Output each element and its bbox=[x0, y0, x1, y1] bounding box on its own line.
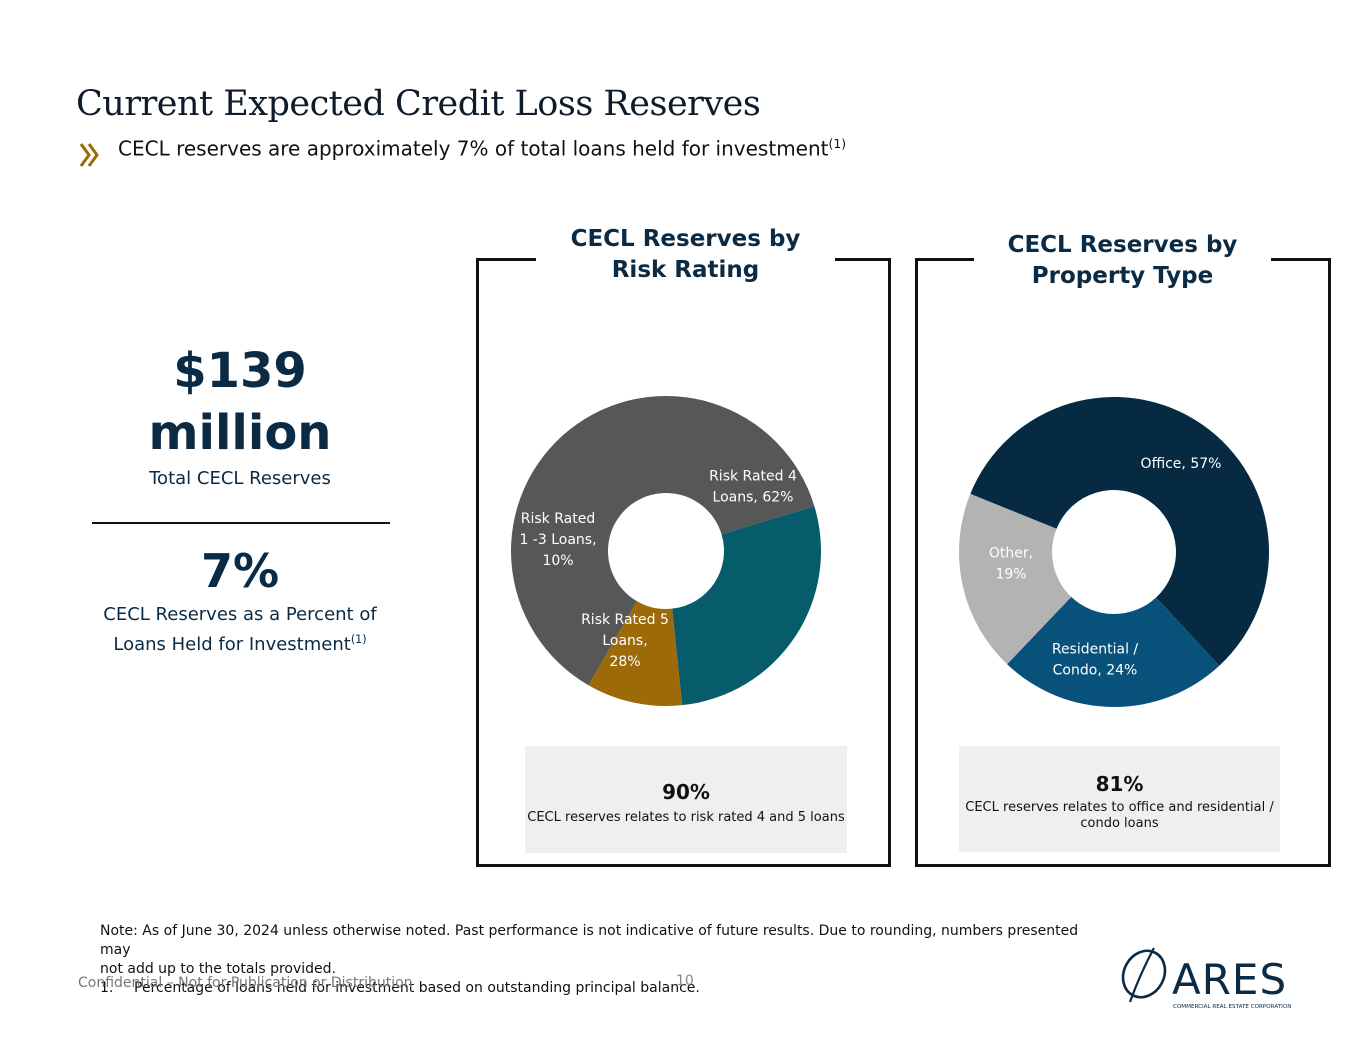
property-type-title-line2: Property Type bbox=[1031, 263, 1214, 289]
logo-wordmark: ARES bbox=[1172, 955, 1287, 1004]
risk-rating-title-line1: CECL Reserves by bbox=[570, 226, 801, 252]
total-reserves-amount: $139 bbox=[173, 343, 307, 399]
subtitle-footnote-ref: (1) bbox=[828, 136, 847, 151]
data-label-office: Office, 57% bbox=[1141, 456, 1222, 472]
footnote: Note: As of June 30, 2024 unless otherwi… bbox=[100, 922, 1110, 998]
data-label-residential-condo: Residential / Condo, 24% bbox=[1052, 642, 1139, 679]
subtitle: CECL reserves are approximately 7% of to… bbox=[118, 136, 846, 161]
reserves-percent-label-text: Loans Held for Investment bbox=[113, 634, 351, 655]
risk-rating-donut-chart: Risk Rated 4 Loans, 62% Risk Rated 5 Loans,… bbox=[511, 396, 821, 706]
ares-logo: ARES COMMERCIAL REAL ESTATE CORPORATION bbox=[1121, 947, 1291, 1010]
reserves-percent-footnote-ref: (1) bbox=[350, 633, 367, 646]
page-title: Current Expected Credit Loss Reserves bbox=[76, 84, 761, 124]
risk-rating-note: 90% CECL reserves relates to risk rated … bbox=[525, 746, 847, 853]
footnote-item-number: 1. bbox=[100, 980, 114, 996]
reserves-percent-label-line2: Loans Held for Investment(1) bbox=[90, 627, 390, 657]
reserves-percent-value: 7% bbox=[200, 544, 280, 598]
kpi-divider bbox=[92, 522, 390, 524]
total-reserves-label: Total CECL Reserves bbox=[149, 468, 331, 489]
donut-slice-residential-condo bbox=[1007, 596, 1220, 707]
data-label-risk-rated-1-3-loans: Risk Rated 1 -3 Loans, 10% bbox=[519, 511, 596, 569]
donut-slice-other bbox=[959, 493, 1072, 665]
data-label-risk-rated-5-loans: Risk Rated 5 Loans, 28% bbox=[581, 612, 669, 670]
property-type-donut-chart: Office, 57% Residential / Condo, 24% Other,… bbox=[959, 396, 1269, 707]
subtitle-text: CECL reserves are approximately 7% of to… bbox=[118, 136, 829, 161]
donut-slice-risk-rated-1-3-loans bbox=[588, 601, 683, 706]
property-type-panel-title-gap bbox=[974, 250, 1271, 266]
footnote-item: 1. Percentage of loans held for investmen… bbox=[100, 979, 1110, 998]
property-type-note: 81% CECL reserves relates to office and … bbox=[959, 746, 1280, 852]
reserves-percent-label: CECL Reserves as a Percent of Loans Held… bbox=[90, 602, 390, 657]
confidentiality-notice: Confidential – Not for Publication or Di… bbox=[78, 975, 413, 991]
risk-rating-panel-title-gap bbox=[536, 250, 835, 266]
risk-rating-note-text: CECL reserves relates to risk rated 4 an… bbox=[527, 810, 845, 825]
property-type-note-text-line1: CECL reserves relates to office and resi… bbox=[965, 800, 1274, 815]
donut-slice-risk-rated-5-loans bbox=[672, 506, 821, 706]
total-reserves-unit: million bbox=[148, 405, 332, 461]
logo-tagline: COMMERCIAL REAL ESTATE CORPORATION bbox=[1173, 1004, 1291, 1010]
risk-rating-note-value: 90% bbox=[662, 780, 710, 804]
property-type-note-text: CECL reserves relates to office and resi… bbox=[959, 800, 1280, 832]
reserves-percent-label-line1: CECL Reserves as a Percent of bbox=[103, 604, 377, 625]
property-type-title-line1: CECL Reserves by bbox=[1007, 232, 1238, 258]
double-chevron-icon bbox=[79, 143, 99, 167]
total-reserves-value: $139 million bbox=[90, 340, 390, 464]
footnote-line2: not add up to the totals provided. bbox=[100, 961, 336, 977]
donut-slice-risk-rated-4-loans bbox=[511, 396, 815, 686]
property-type-note-text-line2: condo loans bbox=[1080, 816, 1159, 831]
risk-rating-chart-title: CECL Reserves by Risk Rating bbox=[536, 224, 835, 286]
page-number: 10 bbox=[676, 973, 694, 989]
footnote-item-text: Percentage of loans held for investment … bbox=[134, 980, 700, 996]
property-type-chart-title: CECL Reserves by Property Type bbox=[974, 230, 1271, 292]
footnote-line1: Note: As of June 30, 2024 unless otherwi… bbox=[100, 923, 1079, 958]
property-type-note-value: 81% bbox=[1095, 772, 1144, 796]
data-label-other: Other, 19% bbox=[989, 546, 1033, 583]
donut-slice-office bbox=[970, 396, 1269, 666]
risk-rating-title-line2: Risk Rating bbox=[611, 257, 760, 283]
data-label-risk-rated-4-loans: Risk Rated 4 Loans, 62% bbox=[709, 469, 797, 506]
